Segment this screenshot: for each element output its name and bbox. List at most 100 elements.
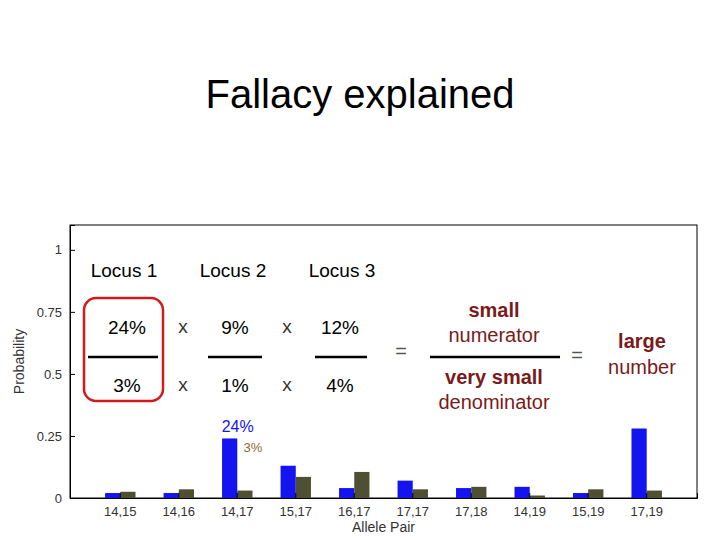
bar [573, 493, 588, 498]
operator: x [282, 374, 292, 395]
y-tick-mark [70, 250, 75, 251]
fraction-denominator: 1% [221, 375, 249, 396]
y-axis: 0 0.25 0.5 0.75 1 [37, 226, 75, 506]
bar [105, 493, 120, 498]
highlight [84, 298, 163, 401]
bar [471, 487, 486, 498]
series [120, 472, 662, 498]
bar [120, 492, 135, 498]
x-tick-label: 17,19 [630, 504, 663, 519]
fraction-denominator: 4% [326, 375, 354, 396]
locus-label: Locus 3 [309, 260, 376, 281]
title: Fallacy explained [205, 72, 514, 116]
x-tick-label: 14,16 [163, 504, 196, 519]
bar [530, 496, 545, 498]
x-tick-mark [295, 493, 296, 498]
x-tick-mark [354, 493, 355, 498]
bar [631, 429, 646, 498]
x-tick: 17,17 [396, 493, 429, 519]
result: large [618, 330, 666, 352]
x-axis-line [71, 493, 698, 499]
x-tick-mark [588, 493, 589, 498]
bar [237, 491, 252, 498]
bar [647, 491, 662, 498]
y-tick-mark [70, 374, 75, 375]
x-tick: 14,16 [163, 493, 196, 519]
result: number [608, 356, 676, 378]
x-tick-mark [471, 493, 472, 498]
bar [588, 489, 603, 498]
result-numerator: numerator [448, 324, 539, 346]
y-axis-label: Probability [11, 329, 27, 394]
y-tick-mark [70, 436, 75, 437]
x-tick-label: 15,17 [279, 504, 312, 519]
fraction-numerator: 24% [108, 317, 146, 338]
x-tick-label: 14,17 [221, 504, 254, 519]
y-tick-label: 0.5 [44, 367, 62, 382]
y-tick-mark [70, 312, 75, 313]
bar [164, 493, 179, 498]
x-tick: 17,18 [455, 493, 488, 519]
operator: x [178, 374, 188, 395]
x-tick-mark [120, 493, 121, 498]
fraction-bar [315, 356, 367, 359]
plot-frame [70, 225, 697, 498]
operator: x [282, 316, 292, 337]
operator: x [178, 316, 188, 337]
fraction-bar [208, 356, 262, 359]
fraction-numerator: 9% [221, 317, 249, 338]
bar [354, 472, 369, 498]
x-tick-mark [412, 493, 413, 498]
series [105, 429, 647, 498]
y-axis-line [71, 226, 76, 499]
equation: Locus 1 24% 3% Locus 2 9% 1% Locus 3 12% 4% x x x x =… [84, 260, 676, 413]
x-tick: 15,17 [279, 493, 312, 519]
y-tick: 0.75 [37, 305, 75, 320]
result-bar [430, 356, 560, 359]
equals: = [571, 344, 583, 366]
bars [105, 429, 662, 498]
x-tick: 14,15 [104, 493, 137, 519]
bar [281, 466, 296, 498]
x-axis: 14,15 14,16 14,17 15,17 16,17 17,17 17,18 14,19… [71, 493, 698, 519]
result-denominator: very small [445, 366, 543, 388]
x-tick-label: 17,18 [455, 504, 488, 519]
x-tick-label: 16,17 [338, 504, 371, 519]
y-tick-label: 0 [55, 491, 62, 506]
bar [456, 488, 471, 498]
bar-note: 24% [222, 418, 254, 435]
locus-label: Locus 1 [91, 260, 158, 281]
bar [515, 487, 530, 498]
x-tick-mark [529, 493, 530, 498]
bar [296, 477, 311, 498]
y-tick: 0.25 [37, 429, 75, 444]
x-tick: 14,17 [221, 493, 254, 519]
result-numerator: small [468, 299, 519, 321]
y-tick: 0.5 [44, 367, 75, 382]
y-tick: 1 [55, 242, 75, 257]
bar-note: 3% [243, 440, 262, 455]
result-denominator: denominator [438, 391, 550, 413]
x-tick: 15,19 [572, 493, 605, 519]
fraction-numerator: 12% [321, 317, 359, 338]
bar [222, 438, 237, 498]
x-tick-label: 15,19 [572, 504, 605, 519]
x-tick: 17,19 [630, 493, 663, 519]
y-tick-label: 1 [55, 242, 62, 257]
chart: Fallacy explained 0 0.25 0.5 0.75 1 14,15 14,16… [0, 0, 720, 540]
locus-label: Locus 2 [200, 260, 267, 281]
y-tick-label: 0.75 [37, 305, 62, 320]
fraction-denominator: 3% [113, 375, 141, 396]
x-tick-label: 14,15 [104, 504, 137, 519]
bar [339, 488, 354, 498]
bar [179, 489, 194, 498]
bar [398, 481, 413, 498]
x-tick-mark [237, 493, 238, 498]
x-tick-mark [646, 493, 647, 498]
x-axis-label: Allele Pair [352, 519, 415, 535]
fraction-bar [88, 356, 158, 359]
x-tick-label: 17,17 [396, 504, 429, 519]
x-tick: 16,17 [338, 493, 371, 519]
bar [413, 489, 428, 498]
x-tick: 14,19 [513, 493, 546, 519]
